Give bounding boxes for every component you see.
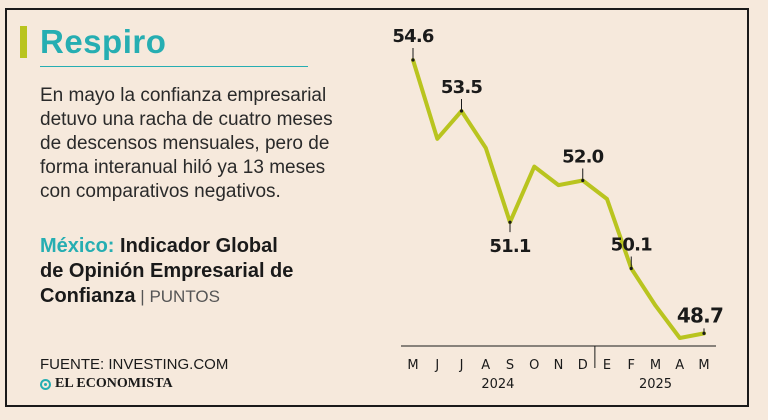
annotation-dot — [508, 220, 512, 224]
data-label: 51.1 — [489, 236, 530, 257]
indicator-separator: | — [135, 287, 150, 306]
indicator-units: PUNTOS — [149, 287, 220, 306]
indicator-name-line2: de Opinión Empresarial de — [40, 260, 294, 282]
publisher-logo-icon — [40, 378, 51, 390]
annotation-dot — [411, 58, 415, 62]
chart-description: En mayo la confianza empresarial detuvo … — [40, 84, 370, 204]
x-tick-label: S — [506, 358, 514, 373]
x-tick-label: J — [459, 358, 464, 373]
x-tick-label: N — [554, 358, 564, 373]
annotation-dot — [702, 331, 706, 335]
year-label: 2025 — [639, 377, 672, 392]
x-tick-label: M — [650, 358, 661, 373]
x-tick-label: D — [578, 358, 588, 373]
series-line — [411, 58, 706, 340]
indicator-name-line3: Confianza — [40, 285, 136, 307]
description-line: detuvo una racha de cuatro meses — [40, 109, 333, 130]
x-tick-label: M — [698, 358, 709, 373]
annotation-dot — [581, 178, 585, 183]
annotation-dot — [459, 109, 464, 113]
annotation-dot — [629, 266, 633, 271]
source-credit: FUENTE: INVESTING.COM — [40, 356, 229, 373]
indicator-title: México: Indicador Global de Opinión Empr… — [40, 234, 380, 309]
x-tick-label: O — [529, 358, 539, 373]
description-line: de descensos mensuales, pero de — [40, 133, 330, 154]
data-label: 54.6 — [392, 26, 433, 47]
data-label: 52.0 — [562, 146, 603, 167]
indicator-name-line1: Indicador Global — [114, 235, 278, 257]
x-tick-label: F — [628, 358, 635, 373]
x-tick-label: A — [481, 358, 490, 373]
description-line: forma interanual hiló ya 13 meses — [40, 157, 326, 178]
chart-headline: Respiro — [40, 23, 167, 60]
data-label-highlight: 48.7 — [677, 303, 723, 327]
year-label: 2024 — [481, 377, 514, 392]
publisher-name: EL ECONOMISTA — [55, 376, 173, 391]
data-label: 50.1 — [611, 235, 652, 256]
indicator-country: México: — [40, 235, 115, 257]
title-accent-bar — [20, 26, 27, 58]
x-tick-label: M — [407, 358, 418, 373]
description-line: En mayo la confianza empresarial — [40, 85, 327, 106]
x-tick-label: J — [434, 358, 439, 373]
x-tick-label: A — [675, 358, 684, 373]
x-tick-label: E — [603, 358, 611, 373]
description-line: con comparativos negativos. — [40, 181, 281, 202]
publisher-logo: EL ECONOMISTA — [40, 376, 173, 392]
chart-frame — [5, 8, 749, 407]
data-label: 53.5 — [441, 77, 482, 98]
title-underline — [40, 66, 308, 67]
